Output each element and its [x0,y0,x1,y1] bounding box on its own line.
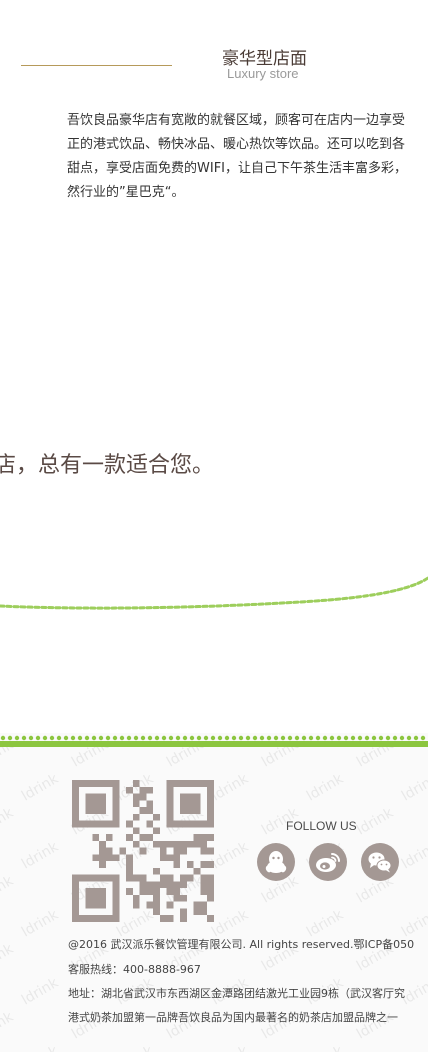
svg-text:ldrink: ldrink [0,1008,17,1042]
svg-text:ldrink: ldrink [164,747,207,770]
svg-text:ldrink: ldrink [209,1042,252,1052]
svg-text:ldrink: ldrink [209,770,252,804]
svg-text:ldrink: ldrink [399,1042,428,1052]
svg-text:ldrink: ldrink [19,770,62,804]
follow-us-label: FOLLOW US [286,819,357,833]
description-line: 然行业的”星巴克“。 [67,185,185,200]
slogan-text: 店，总有一款适合您。 [0,453,215,478]
svg-text:ldrink: ldrink [304,770,347,804]
svg-text:ldrink: ldrink [0,872,17,906]
description-line: 甜点，享受店面免费的WIFI，让自己下午茶生活丰富多彩， [67,161,407,176]
svg-text:ldrink: ldrink [259,747,302,770]
svg-text:ldrink: ldrink [399,770,428,804]
weibo-icon[interactable] [309,843,347,881]
svg-text:ldrink: ldrink [19,838,62,872]
section-description: 吾饮良品豪华店有宽敞的就餐区域，顾客可在店内一边享受 正的港式饮品、畅快冰品、暖… [67,109,428,205]
footer: ldrink ldrink ldrink ldrink ldrink ldrink ldri… [0,733,428,1052]
svg-text:ldrink: ldrink [354,747,397,770]
brand-description: 港式奶茶加盟第一品牌吾饮良品为国内最著名的奶茶店加盟品牌之一 [68,1011,398,1024]
hotline-text: 客服热线：400-8888-967 [68,963,201,976]
svg-text:ldrink: ldrink [19,906,62,940]
description-line: 吾饮良品豪华店有宽敞的就餐区域，顾客可在店内一边享受 [67,113,406,128]
copyright-text: @2016 武汉派乐餐饮管理有限公司. All rights reserved.… [68,938,415,951]
section-title: 豪华型店面 [222,49,307,69]
svg-text:ldrink: ldrink [209,838,252,872]
qr-code [72,780,214,922]
footer-dotted-border [0,735,428,747]
svg-text:ldrink: ldrink [399,838,428,872]
wechat-icon[interactable] [361,843,399,881]
address-text: 地址：湖北省武汉市东西湖区金潭路团结激光工业园9栋（武汉客厅究 [68,987,405,1000]
svg-text:ldrink: ldrink [354,804,397,838]
svg-text:ldrink: ldrink [19,1042,62,1052]
section-divider-line [21,65,172,66]
section-subtitle: Luxury store [227,66,299,81]
svg-text:ldrink: ldrink [114,1042,157,1052]
svg-text:ldrink: ldrink [0,804,17,838]
description-line: 正的港式饮品、畅快冰品、暖心热饮等饮品。还可以吃到各 [67,137,406,152]
svg-text:ldrink: ldrink [0,747,17,770]
svg-text:ldrink: ldrink [19,974,62,1008]
svg-text:ldrink: ldrink [69,747,112,770]
svg-text:ldrink: ldrink [304,1042,347,1052]
decorative-wave [0,576,428,610]
qq-icon[interactable] [257,843,295,881]
svg-text:ldrink: ldrink [0,940,17,974]
